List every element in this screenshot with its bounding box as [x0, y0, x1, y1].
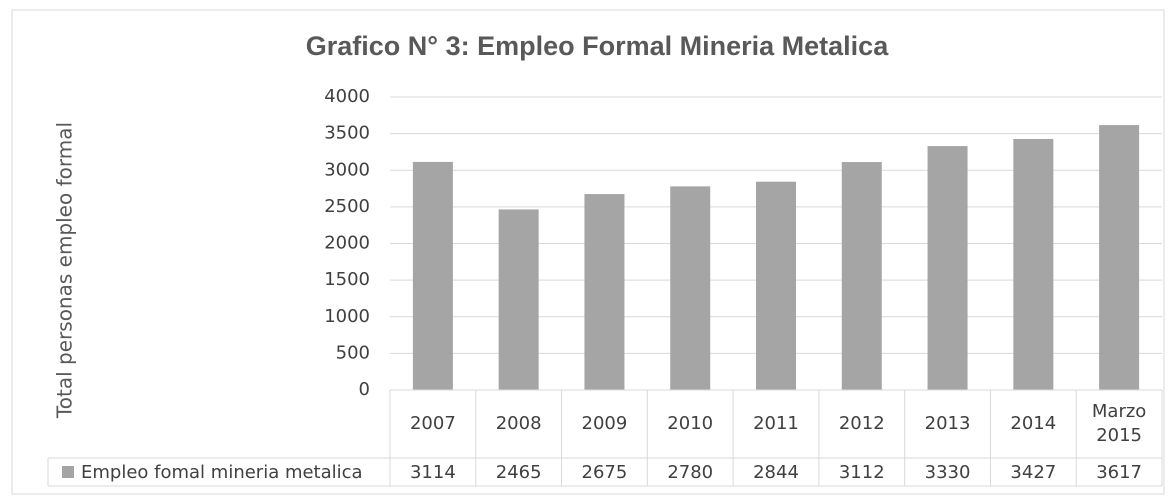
bar: [412, 161, 453, 390]
x-tick-cell: 2008: [495, 412, 542, 434]
x-tick-label: 2009: [581, 412, 628, 434]
table-value: 2465: [496, 462, 542, 483]
x-tick-cell: 2013: [924, 412, 971, 434]
table-value: 3114: [410, 462, 456, 483]
bar: [927, 146, 968, 390]
table-value: 3330: [925, 462, 971, 483]
x-tick-cell: 2011: [753, 412, 799, 434]
y-tick-label: 2500: [324, 196, 370, 217]
bar: [1099, 125, 1140, 390]
y-axis-label: Total personas empleo formal: [53, 122, 77, 419]
legend-swatch: [62, 466, 74, 478]
bar: [498, 209, 539, 390]
x-tick-cell: 2007: [409, 412, 456, 434]
chart-title: Grafico N° 3: Empleo Formal Mineria Meta…: [306, 31, 889, 61]
y-tick-label: 1000: [324, 306, 370, 327]
y-tick-label: 3000: [324, 159, 370, 180]
y-tick-label: 3500: [324, 123, 370, 144]
x-tick-cell: Marzo 2015: [1091, 400, 1147, 446]
x-tick-label: Marzo 2015: [1091, 400, 1147, 446]
table-value: 2844: [753, 462, 799, 483]
y-tick-label: 2000: [324, 233, 370, 254]
table-value: 3427: [1010, 462, 1056, 483]
bar: [584, 194, 625, 390]
x-tick-cell: 2012: [838, 412, 885, 434]
bar: [670, 186, 711, 390]
x-tick-label: 2007: [409, 412, 456, 434]
y-tick-label: 1500: [324, 269, 370, 290]
x-tick-label: 2013: [924, 412, 971, 434]
x-tick-cell: 2014: [1010, 412, 1057, 434]
bar: [841, 162, 882, 390]
bar: [1013, 138, 1054, 390]
y-tick-label: 500: [336, 342, 370, 363]
x-tick-label: 2012: [838, 412, 885, 434]
bar: [756, 181, 796, 390]
y-tick-label: 0: [359, 379, 370, 400]
legend-label: Empleo fomal mineria metalica: [81, 462, 363, 483]
table-value: 3112: [839, 462, 885, 483]
x-tick-label: 2011: [753, 412, 799, 434]
table-value: 2675: [582, 462, 628, 483]
table-value: 2780: [667, 462, 713, 483]
x-tick-label: 2014: [1010, 412, 1057, 434]
x-tick-label: 2010: [667, 412, 714, 434]
x-tick-cell: 2010: [667, 412, 714, 434]
x-tick-cell: 2009: [581, 412, 628, 434]
table-value: 3617: [1096, 462, 1142, 483]
y-tick-label: 4000: [324, 86, 370, 107]
x-tick-label: 2008: [495, 412, 542, 434]
